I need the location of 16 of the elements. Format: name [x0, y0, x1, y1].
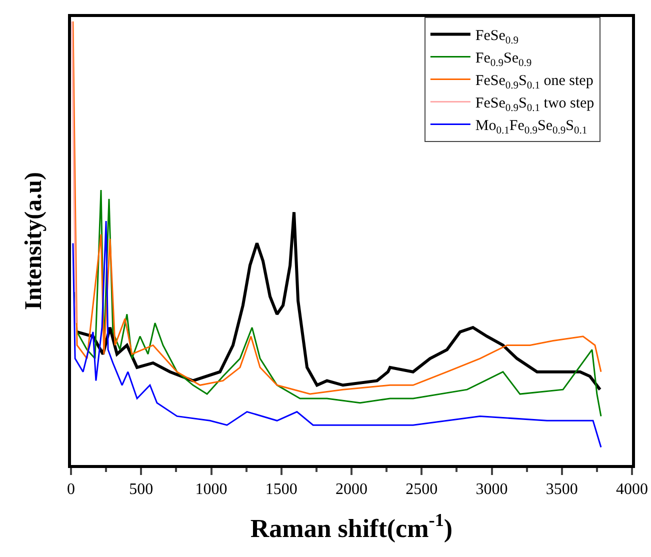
x-tick-label: 2500	[406, 481, 438, 498]
y-axis-title: Intensity(a.u)	[21, 172, 48, 310]
legend-label: Mo$_{0.1}$Fe$_{0.9}$Se$_{0.9}$S$_{0.1}$	[475, 118, 588, 136]
legend-label: FeSe$_{0.9}$S$_{0.1}$ two step	[475, 96, 594, 114]
x-axis-title: Raman shift(cm$^{-1}$)	[250, 510, 453, 543]
legend-label: FeSe$_{0.9}$	[475, 28, 519, 46]
legend-label: FeSe$_{0.9}$S$_{0.1}$ one step	[475, 73, 594, 92]
x-tick-label: 2000	[336, 481, 368, 498]
legend-label: Fe$_{0.9}$Se$_{0.9}$	[475, 50, 532, 69]
x-tick-label: 3500	[546, 481, 578, 498]
x-tick-label: 500	[129, 481, 154, 498]
x-tick-label: 1500	[265, 481, 298, 498]
x-tick-label: 0	[67, 481, 75, 498]
x-tick-label: 3000	[476, 481, 508, 498]
x-tick-label: 1000	[195, 481, 228, 498]
x-tick-label: 4000	[616, 481, 648, 498]
